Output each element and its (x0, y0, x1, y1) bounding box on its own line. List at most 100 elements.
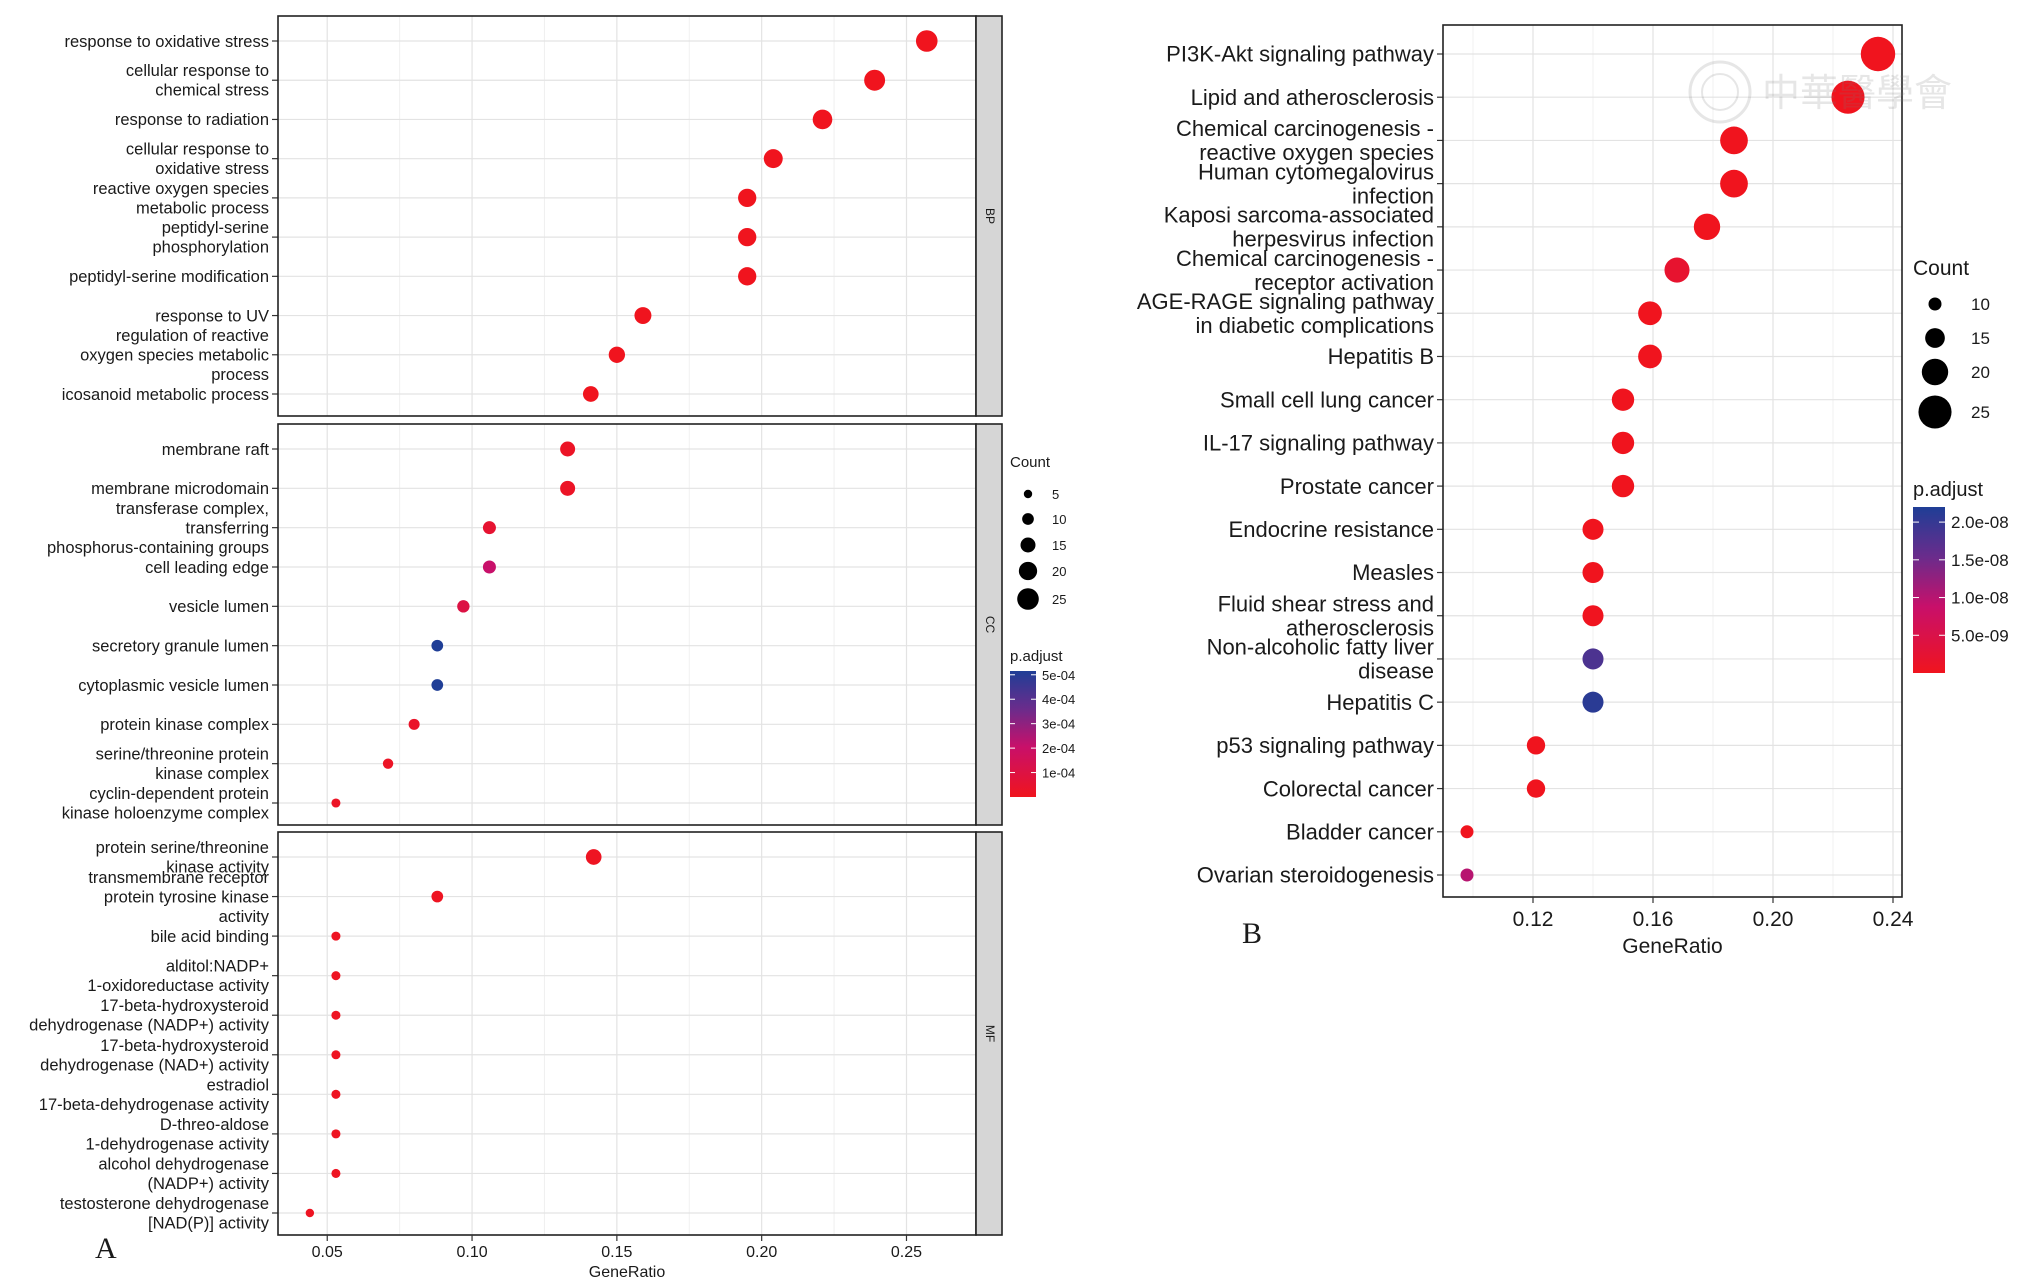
data-point-ovarian-steroidogenesis (1460, 868, 1474, 882)
y-tick-label: regulation of reactive oxygen species met… (80, 327, 269, 384)
y-tick-label: cellular response to chemical stress (126, 62, 269, 100)
x-axis-title: GeneRatio (589, 1264, 666, 1281)
legend-size-label: 15 (1052, 538, 1066, 553)
legend-size-dot (1022, 513, 1034, 525)
data-point-response-to-radiation (812, 109, 833, 130)
data-point-lipid-and-atherosclerosis (1831, 80, 1865, 114)
data-point-cytoplasmic-vesicle-lumen (431, 679, 444, 691)
x-tick-label: 0.24 (1873, 908, 1914, 931)
legend-size-label: 20 (1971, 363, 1990, 382)
y-tick-label: membrane microdomain (91, 480, 269, 498)
legend-size-dot (1020, 537, 1036, 553)
data-point-d-threo-aldose-1-dehydrogenase-activity (331, 1129, 341, 1139)
data-point-measles (1582, 562, 1604, 584)
legend-colorbar-label: 1.5e-08 (1951, 551, 2009, 570)
legend-size-title: Count (1913, 257, 1969, 280)
data-point-hepatitis-b (1638, 344, 1662, 369)
watermark-text: 中華醫學會 (1762, 71, 1952, 115)
legend-size-label: 25 (1971, 403, 1990, 422)
y-tick-label: cytoplasmic vesicle lumen (78, 677, 269, 695)
data-point-response-to-oxidative-stress (915, 30, 938, 52)
legend-colorbar-label: 1e-04 (1042, 766, 1075, 781)
y-tick-label: AGE-RAGE signaling pathway in diabetic co… (1137, 289, 1434, 338)
y-tick-label: PI3K-Akt signaling pathway (1166, 42, 1434, 67)
data-point-cyclin-dependent-protein-kinase-holoenzyme-complex (331, 798, 341, 808)
legend-size-dot (1921, 358, 1949, 386)
y-tick-label: bile acid binding (151, 928, 269, 946)
legend-size-label: 25 (1052, 592, 1066, 607)
y-tick-label: protein kinase complex (100, 716, 270, 734)
y-tick-label: D-threo-aldose 1-dehydrogenase activity (86, 1116, 270, 1154)
y-tick-label: Human cytomegalovirus infection (1198, 159, 1434, 208)
y-tick-label: response to radiation (115, 111, 269, 129)
panel-label-b: B (1242, 917, 1262, 950)
data-point-pi3k-akt-signaling-pathway (1860, 36, 1896, 72)
data-point-vesicle-lumen (457, 600, 470, 613)
data-point-testosterone-dehydrogenase-nad-p-activity (305, 1208, 315, 1218)
legend-size-dot (1017, 588, 1039, 610)
legend-color-title: p.adjust (1913, 479, 1983, 501)
legend-color-title: p.adjust (1010, 648, 1063, 665)
x-tick-label: 0.05 (312, 1244, 343, 1261)
data-point-protein-kinase-complex (408, 718, 420, 730)
y-tick-label: Fluid shear stress and atherosclerosis (1218, 591, 1434, 640)
y-tick-label: testosterone dehydrogenase [NAD(P)] activ… (60, 1195, 270, 1233)
data-point-estradiol-17-beta-dehydrogenase-activity (331, 1089, 341, 1099)
y-tick-label: peptidyl-serine modification (69, 268, 269, 286)
y-tick-label: cyclin-dependent protein kinase holoenzym… (62, 785, 270, 823)
y-tick-label: Kaposi sarcoma-associated herpesvirus inf… (1164, 203, 1434, 252)
facet-strip-bp (975, 15, 1003, 417)
y-tick-label: Hepatitis C (1326, 690, 1434, 715)
data-point-regulation-of-reactive-oxygen-species-metabolic-process (608, 346, 626, 363)
data-point-alcohol-dehydrogenase-nadp-activity (331, 1168, 341, 1178)
data-point-chemical-carcinogenesis-reactive-oxygen-species (1720, 126, 1748, 155)
data-point-bile-acid-binding (331, 931, 341, 941)
y-tick-label: estradiol 17-beta-dehydrogenase activity (39, 1076, 270, 1114)
data-point-chemical-carcinogenesis-receptor-activation (1664, 257, 1690, 283)
legend-colorbar-label: 1.0e-08 (1951, 589, 2009, 608)
legend-colorbar-label: 2.0e-08 (1951, 513, 2009, 532)
legend-size-dot (1018, 561, 1038, 581)
y-tick-label: Ovarian steroidogenesis (1197, 863, 1434, 888)
facet-strip-label: CC (983, 616, 997, 634)
data-point-alditol-nadp-1-oxidoreductase-activity (331, 971, 341, 981)
y-tick-label: IL-17 signaling pathway (1203, 431, 1434, 456)
x-tick-label: 0.25 (891, 1244, 922, 1261)
legend-colorbar (1010, 671, 1036, 797)
y-tick-label: Hepatitis B (1328, 344, 1434, 369)
data-point-protein-serine-threonine-kinase-activity (585, 849, 602, 865)
data-point-serine-threonine-protein-kinase-complex (382, 758, 394, 769)
legend-colorbar-label: 5.0e-09 (1951, 626, 2009, 645)
y-tick-label: Chemical carcinogenesis -receptor activa… (1176, 246, 1434, 295)
data-point-transferase-complex-transferring-phosphorus-containing-groups (482, 521, 496, 535)
facet-strip-cc (975, 423, 1003, 826)
y-tick-label: response to UV (155, 307, 269, 325)
data-point-p53-signaling-pathway (1526, 736, 1546, 755)
x-tick-label: 0.10 (456, 1244, 487, 1261)
data-point-small-cell-lung-cancer (1611, 388, 1635, 411)
facet-background-mf (278, 832, 976, 1235)
x-tick-label: 0.12 (1513, 908, 1554, 931)
y-tick-label: Bladder cancer (1286, 819, 1434, 844)
plot-background (1443, 25, 1902, 897)
data-point-fluid-shear-stress-and-atherosclerosis (1582, 605, 1604, 627)
y-tick-label: transferase complex, transferring phosphor… (47, 500, 269, 557)
y-tick-label: membrane raft (162, 441, 270, 459)
data-point-reactive-oxygen-species-metabolic-process (738, 188, 757, 208)
y-tick-label: Colorectal cancer (1263, 776, 1434, 801)
x-tick-label: 0.16 (1633, 908, 1674, 931)
data-point-17-beta-hydroxysteroid-dehydrogenase-nadp-activity (331, 1010, 341, 1020)
data-point-17-beta-hydroxysteroid-dehydrogenase-nad-activity (331, 1050, 341, 1060)
facet-strip-label: MF (983, 1025, 997, 1042)
y-tick-label: icosanoid metabolic process (62, 386, 269, 404)
watermark-emblem-icon (1688, 60, 1752, 124)
data-point-endocrine-resistance (1582, 518, 1604, 540)
legend-size-label: 20 (1052, 564, 1066, 579)
data-point-prostate-cancer (1611, 474, 1635, 498)
y-tick-label: cell leading edge (145, 559, 269, 577)
panel-a-chart: response to oxidative stress cellular res… (29, 15, 1075, 1281)
y-tick-label: alditol:NADP+ 1-oxidoreductase activity (87, 958, 269, 996)
legend-colorbar-label: 3e-04 (1042, 717, 1075, 732)
legend-size-title: Count (1010, 454, 1051, 471)
